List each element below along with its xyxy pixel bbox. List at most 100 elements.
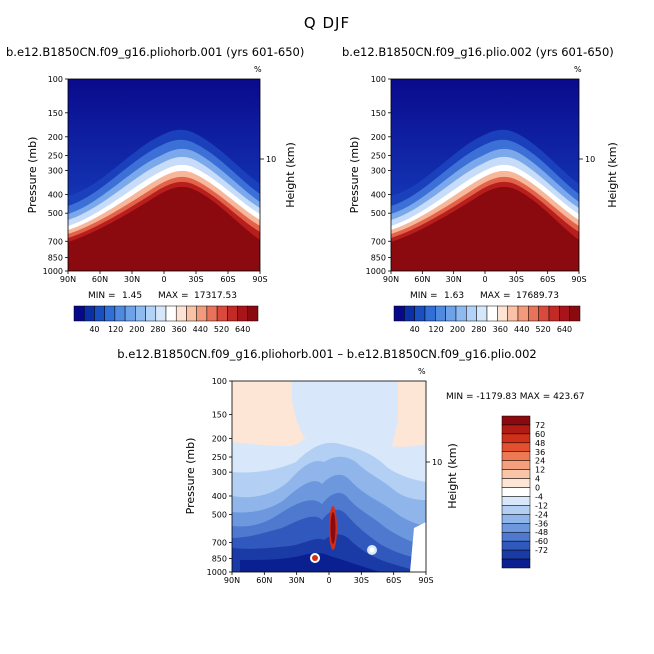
colorbar-label: 520 — [535, 325, 550, 334]
lat-tick-label: 0 — [161, 275, 166, 284]
colorbar-label: -24 — [535, 510, 548, 519]
panel-2-percent: % — [574, 65, 582, 74]
panel-diff-ylabel: Pressure (mb) — [184, 438, 197, 515]
colorbar-swatch — [196, 305, 208, 322]
colorbar-swatch — [501, 451, 531, 461]
colorbar-swatch — [175, 305, 187, 322]
colorbar-swatch — [501, 523, 531, 533]
panel-2-field — [391, 79, 579, 271]
panel-2-title: b.e12.B1850CN.f09_g16.plio.002 (yrs 601-… — [342, 45, 614, 59]
colorbar-swatch — [466, 305, 477, 322]
lat-tick-label: 90N — [60, 275, 76, 284]
pressure-tick-label: 850 — [371, 253, 386, 262]
colorbar-label: 120 — [108, 325, 123, 334]
colorbar-label: 4 — [535, 475, 540, 484]
pressure-tick-label: 100 — [212, 377, 227, 386]
lat-tick-label: 90N — [224, 576, 240, 585]
pressure-tick-label: 400 — [371, 191, 386, 200]
colorbar-swatch — [501, 549, 531, 560]
pressure-tick-label: 300 — [48, 167, 63, 176]
pressure-tick-label: 500 — [212, 511, 227, 520]
panel-2-ylabel: Pressure (mb) — [348, 137, 361, 214]
colorbar-swatch — [73, 305, 85, 322]
colorbar-label: 72 — [535, 421, 545, 430]
colorbar-label: -12 — [535, 501, 548, 510]
colorbar-swatch — [83, 305, 95, 322]
pressure-tick-label: 150 — [371, 109, 386, 118]
pressure-tick-label: 200 — [212, 434, 227, 443]
pressure-tick-label: 150 — [48, 109, 63, 118]
colorbar-swatch — [424, 305, 436, 322]
pressure-tick-label: 300 — [212, 468, 227, 477]
colorbar-swatch — [501, 540, 531, 551]
pressure-tick-label: 1000 — [366, 267, 386, 276]
lat-tick-label: 60S — [386, 576, 401, 585]
colorbar-label: 640 — [557, 325, 572, 334]
colorbar-swatch — [216, 305, 228, 322]
colorbar-swatch — [486, 305, 498, 322]
panel-2-height-tick: 10 — [585, 155, 595, 164]
colorbar-swatch — [393, 305, 405, 322]
lat-tick-label: 90S — [571, 275, 586, 284]
panel-1-percent: % — [254, 65, 262, 74]
panel-2-min-label: MIN = — [410, 291, 438, 301]
panel-1-max-label: MAX = — [158, 291, 189, 301]
colorbar-label: 40 — [410, 325, 420, 334]
pressure-tick-label: 850 — [212, 555, 227, 564]
colorbar-swatch — [135, 305, 146, 322]
pressure-tick-label: 700 — [371, 237, 386, 246]
panel-2-max-value: 17689.73 — [516, 291, 559, 301]
panel-1-max-value: 17317.53 — [194, 291, 237, 301]
colorbar-label: 280 — [150, 325, 165, 334]
colorbar-swatch — [501, 558, 531, 569]
colorbar-swatch — [247, 305, 259, 322]
colorbar-swatch — [538, 305, 550, 322]
pressure-tick-label: 400 — [212, 492, 227, 501]
lat-tick-label: 30N — [124, 275, 140, 284]
colorbar-label: 0 — [535, 484, 540, 493]
lat-tick-label: 30N — [446, 275, 462, 284]
colorbar-2-swatches: 40 120 200 280 360 440 520 640 — [393, 305, 581, 334]
colorbar-swatch — [501, 424, 531, 435]
colorbar-swatch — [497, 305, 508, 322]
lat-tick-label: 60N — [414, 275, 430, 284]
pressure-tick-label: 700 — [212, 538, 227, 547]
colorbar-label: 360 — [493, 325, 508, 334]
panel-1-height-label: Height (km) — [284, 142, 297, 208]
colorbar-swatch — [476, 305, 488, 322]
colorbar-label: 520 — [214, 325, 229, 334]
colorbar-swatch — [455, 305, 467, 322]
colorbar-label: 36 — [535, 448, 545, 457]
colorbar-label: 60 — [535, 430, 545, 439]
pressure-tick-label: 1000 — [43, 267, 63, 276]
lat-tick-label: 90S — [418, 576, 433, 585]
panel-1-ylabel: Pressure (mb) — [26, 137, 39, 214]
colorbar-label: -72 — [535, 546, 548, 555]
pressure-tick-label: 100 — [48, 75, 63, 84]
pressure-tick-label: 200 — [371, 133, 386, 142]
colorbar-swatch — [569, 305, 581, 322]
colorbar-swatch — [186, 305, 197, 322]
pressure-tick-label: 1000 — [207, 568, 227, 577]
lat-tick-label: 30S — [188, 275, 203, 284]
panel-diff-stats: MIN = -1179.83 MAX = 423.67 — [446, 392, 585, 402]
colorbar-swatch — [501, 514, 531, 524]
colorbar-swatch — [165, 305, 177, 322]
colorbar-swatch — [124, 305, 136, 322]
colorbar-swatch — [559, 305, 570, 322]
colorbar-swatch — [548, 305, 560, 322]
colorbar-swatch — [114, 305, 126, 322]
colorbar-label: 280 — [471, 325, 486, 334]
panel-1-title: b.e12.B1850CN.f09_g16.pliohorb.001 (yrs … — [6, 45, 304, 59]
pressure-tick-label: 150 — [212, 411, 227, 420]
colorbar-label: 48 — [535, 439, 545, 448]
panel-1: b.e12.B1850CN.f09_g16.pliohorb.001 (yrs … — [6, 45, 304, 301]
pressure-tick-label: 250 — [371, 151, 386, 160]
colorbar-swatch — [501, 460, 531, 470]
colorbar-swatch — [528, 305, 539, 322]
panel-2-height-label: Height (km) — [606, 142, 619, 208]
colorbar-swatch — [501, 442, 531, 453]
panel-diff-height-label: Height (km) — [446, 443, 459, 509]
colorbar-swatch — [94, 305, 105, 322]
